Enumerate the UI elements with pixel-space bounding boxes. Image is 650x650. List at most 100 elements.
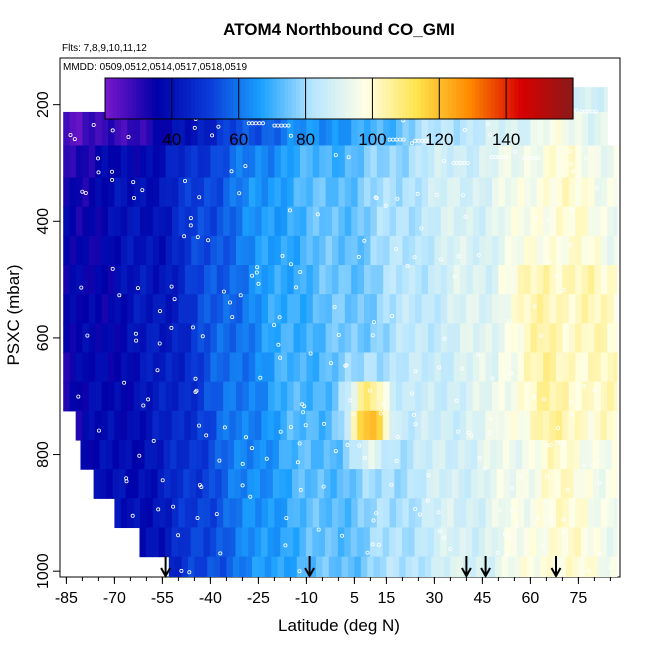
heatmap-cell bbox=[434, 410, 442, 441]
heatmap-cell bbox=[165, 111, 173, 147]
x-tick-label: 30 bbox=[426, 590, 444, 607]
heatmap-cell bbox=[88, 206, 96, 237]
heatmap-cell bbox=[236, 381, 243, 412]
heatmap-cell bbox=[460, 265, 467, 295]
heatmap-cell bbox=[472, 145, 480, 179]
colorbar-swatch bbox=[116, 78, 122, 119]
heatmap-cell bbox=[613, 145, 618, 179]
heatmap-cell bbox=[364, 235, 371, 266]
heatmap-cell bbox=[261, 498, 269, 529]
heatmap-cell bbox=[575, 498, 583, 529]
heatmap-cell bbox=[472, 381, 480, 412]
heatmap-cell bbox=[383, 145, 391, 179]
sample-point bbox=[411, 412, 416, 417]
heatmap-cell bbox=[466, 235, 474, 266]
heatmap-cell bbox=[165, 206, 173, 237]
heatmap-cell bbox=[190, 410, 198, 441]
heatmap-cell bbox=[581, 323, 589, 354]
heatmap-cell bbox=[466, 206, 474, 237]
colorbar-swatch bbox=[498, 78, 504, 119]
heatmap-cell bbox=[376, 410, 384, 441]
heatmap-cell bbox=[402, 145, 410, 179]
heatmap-cell bbox=[470, 439, 478, 470]
heatmap-cell bbox=[292, 469, 299, 499]
heatmap-cell bbox=[466, 177, 474, 208]
heatmap-cell bbox=[223, 265, 231, 295]
heatmap-cell bbox=[528, 439, 536, 470]
y-tick-label: 800 bbox=[35, 441, 52, 468]
heatmap-cell bbox=[357, 381, 365, 412]
heatmap-cell bbox=[236, 111, 243, 147]
sample-point bbox=[409, 141, 414, 146]
heatmap-cell bbox=[132, 469, 139, 499]
heatmap-cell bbox=[114, 294, 122, 324]
heatmap-cell bbox=[364, 206, 371, 237]
heatmap-cell bbox=[252, 556, 259, 577]
heatmap-cell bbox=[338, 235, 346, 266]
heatmap-cell bbox=[325, 498, 333, 529]
heatmap-cell bbox=[370, 206, 378, 237]
sample-point bbox=[556, 440, 561, 445]
heatmap-cell bbox=[395, 410, 403, 441]
sample-point bbox=[110, 177, 115, 182]
heatmap-cell bbox=[106, 439, 114, 470]
sample-point bbox=[248, 494, 253, 499]
colorbar-frame bbox=[104, 77, 574, 120]
heatmap-cell bbox=[466, 352, 474, 383]
heatmap-cell bbox=[492, 235, 499, 266]
heatmap-cell bbox=[568, 410, 576, 441]
heatmap-cell bbox=[530, 410, 538, 441]
sample-point bbox=[297, 441, 302, 446]
heatmap-cell bbox=[191, 352, 199, 383]
heatmap-cell bbox=[524, 498, 531, 529]
sample-point bbox=[556, 426, 561, 431]
heatmap-cell bbox=[319, 145, 327, 179]
heatmap-cell bbox=[516, 469, 523, 499]
sample-point bbox=[171, 504, 176, 509]
sample-point bbox=[583, 156, 588, 161]
heatmap-cell bbox=[95, 177, 103, 208]
colorbar-swatch bbox=[459, 78, 465, 119]
heatmap-cell bbox=[510, 410, 518, 441]
heatmap-cell bbox=[338, 498, 346, 529]
heatmap-cell bbox=[421, 381, 429, 412]
heatmap-cell bbox=[337, 527, 345, 558]
x-axis: -85 -70 -55 -40 -25 -10 5 15 30 45 60 75 bbox=[55, 577, 611, 607]
heatmap-cell bbox=[261, 206, 269, 237]
sample-point bbox=[336, 332, 341, 337]
heatmap-cell bbox=[114, 381, 122, 412]
heatmap-cell bbox=[511, 381, 519, 412]
heatmap-cell bbox=[312, 111, 320, 147]
colorbar-swatch bbox=[456, 78, 461, 119]
heatmap-cell bbox=[82, 235, 90, 266]
heatmap-cell bbox=[278, 439, 286, 470]
heatmap-cell bbox=[146, 498, 154, 529]
heatmap-cell bbox=[152, 235, 160, 266]
heatmap-cell bbox=[549, 381, 557, 412]
heatmap-cell bbox=[376, 323, 384, 354]
heatmap-cell bbox=[479, 294, 487, 324]
sample-point bbox=[376, 542, 381, 547]
heatmap-cell bbox=[536, 111, 544, 147]
heatmap-cell bbox=[504, 381, 512, 412]
heatmap-cell bbox=[336, 469, 344, 499]
heatmap-cell bbox=[536, 323, 544, 354]
heatmap-cell bbox=[216, 265, 224, 295]
heatmap-cell bbox=[101, 206, 109, 237]
heatmap-cell bbox=[299, 410, 307, 441]
colorbar-swatch bbox=[522, 78, 527, 119]
heatmap-cell bbox=[300, 145, 307, 179]
heatmap-cell bbox=[172, 206, 179, 237]
colorbar-swatch bbox=[315, 78, 321, 119]
heatmap-cell bbox=[496, 469, 504, 499]
heatmap-cell bbox=[126, 410, 134, 441]
heatmap-cell bbox=[456, 556, 464, 577]
heatmap-cell bbox=[447, 498, 455, 529]
heatmap-cell bbox=[349, 439, 357, 470]
sample-point bbox=[394, 458, 399, 463]
heatmap-cell bbox=[414, 410, 422, 441]
heatmap-cell bbox=[176, 469, 184, 499]
heatmap-cell bbox=[158, 527, 166, 558]
heatmap-cell bbox=[472, 111, 480, 147]
heatmap-cell bbox=[101, 145, 109, 179]
